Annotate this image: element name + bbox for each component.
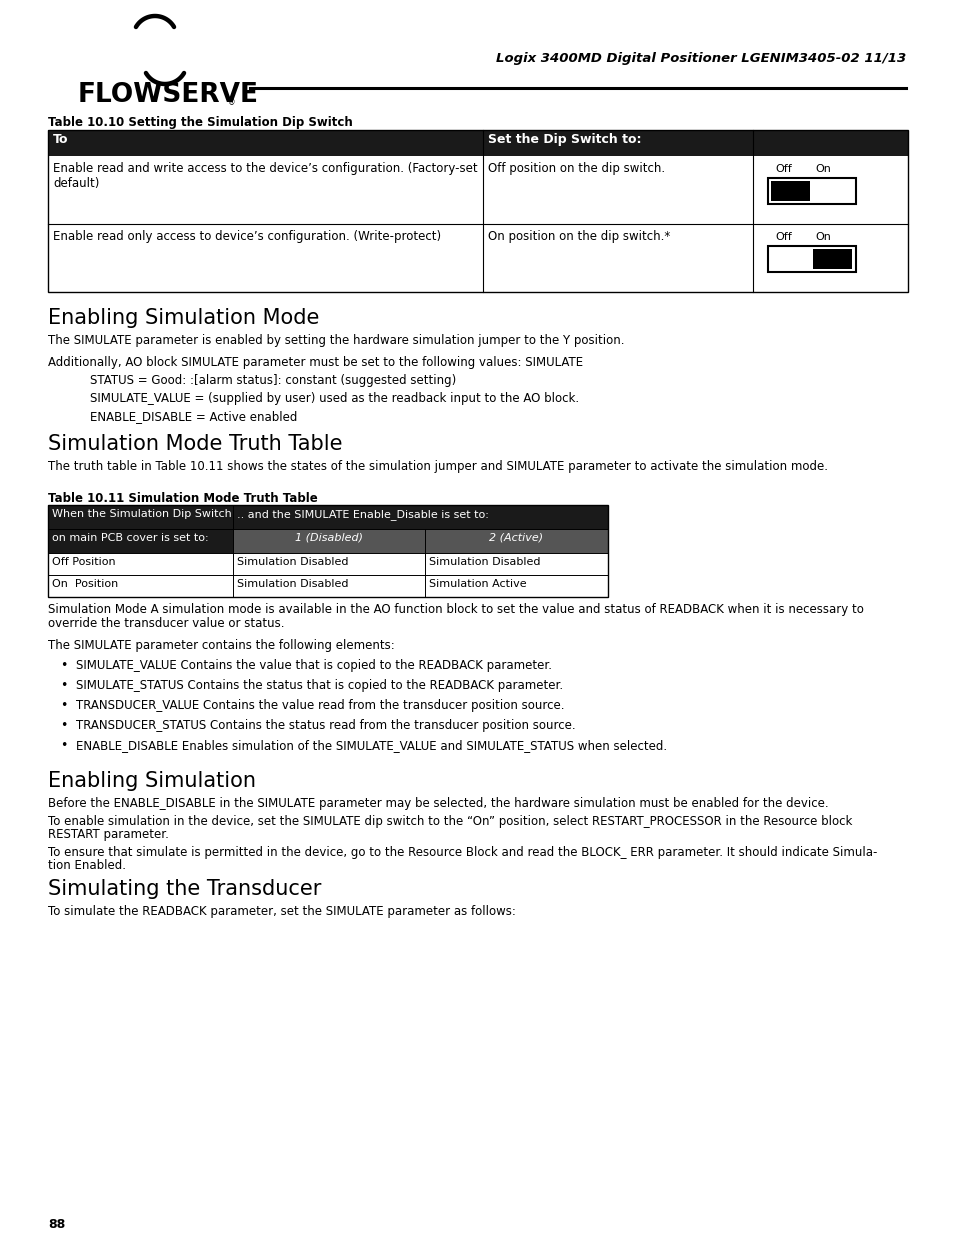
Text: On: On (814, 164, 830, 174)
Text: •: • (60, 679, 68, 692)
Text: SIMULATE_VALUE = (supplied by user) used as the readback input to the AO block.: SIMULATE_VALUE = (supplied by user) used… (90, 391, 578, 405)
Text: On  Position: On Position (52, 579, 118, 589)
Text: TRANSDUCER_VALUE Contains the value read from the transducer position source.: TRANSDUCER_VALUE Contains the value read… (76, 699, 564, 713)
Text: When the Simulation Dip Switch: When the Simulation Dip Switch (52, 509, 232, 519)
Text: .. and the SIMULATE Enable_Disable is set to:: .. and the SIMULATE Enable_Disable is se… (236, 509, 488, 520)
Text: Enabling Simulation Mode: Enabling Simulation Mode (48, 308, 319, 329)
Text: Enable read and write access to the device’s configuration. (Factory-set
default: Enable read and write access to the devi… (53, 162, 477, 190)
Bar (770, 182, 809, 201)
Bar (48, 505, 607, 597)
Text: •: • (60, 659, 68, 672)
Text: Set the Dip Switch to:: Set the Dip Switch to: (488, 133, 640, 146)
Text: Off: Off (774, 164, 791, 174)
Text: Off Position: Off Position (52, 557, 115, 567)
Text: Simulation Active: Simulation Active (429, 579, 526, 589)
Text: RESTART parameter.: RESTART parameter. (48, 827, 169, 841)
Text: ENABLE_DISABLE = Active enabled: ENABLE_DISABLE = Active enabled (90, 410, 297, 424)
Bar (767, 178, 855, 204)
Bar (233, 529, 424, 553)
Text: SIMULATE_STATUS Contains the status that is copied to the READBACK parameter.: SIMULATE_STATUS Contains the status that… (76, 679, 562, 692)
Bar (767, 246, 855, 272)
Text: Simulation Disabled: Simulation Disabled (429, 557, 540, 567)
Text: Logix 3400MD Digital Positioner LGENIM3405-02 11/13: Logix 3400MD Digital Positioner LGENIM34… (496, 52, 905, 65)
Text: •: • (60, 739, 68, 752)
Text: Simulation Disabled: Simulation Disabled (236, 579, 348, 589)
Text: On: On (814, 232, 830, 242)
Text: To enable simulation in the device, set the SIMULATE dip switch to the “On” posi: To enable simulation in the device, set … (48, 815, 851, 827)
Text: The SIMULATE parameter contains the following elements:: The SIMULATE parameter contains the foll… (48, 638, 395, 652)
Text: To ensure that simulate is permitted in the device, go to the Resource Block and: To ensure that simulate is permitted in … (48, 846, 877, 860)
Text: SIMULATE_VALUE Contains the value that is copied to the READBACK parameter.: SIMULATE_VALUE Contains the value that i… (76, 659, 552, 672)
Text: Simulation Mode A simulation mode is available in the AO function block to set t: Simulation Mode A simulation mode is ava… (48, 603, 863, 616)
Text: Enabling Simulation: Enabling Simulation (48, 771, 255, 790)
Bar (48, 130, 907, 291)
Text: tion Enabled.: tion Enabled. (48, 860, 126, 872)
Bar (424, 529, 607, 553)
Text: •: • (60, 719, 68, 732)
Bar (48, 505, 607, 529)
Text: 88: 88 (48, 1218, 65, 1231)
Text: STATUS = Good: :[alarm status]: constant (suggested setting): STATUS = Good: :[alarm status]: constant… (90, 374, 456, 387)
Text: •: • (60, 699, 68, 713)
Text: Before the ENABLE_DISABLE in the SIMULATE parameter may be selected, the hardwar: Before the ENABLE_DISABLE in the SIMULAT… (48, 797, 828, 810)
Text: Simulation Disabled: Simulation Disabled (236, 557, 348, 567)
Text: To: To (53, 133, 69, 146)
Text: override the transducer value or status.: override the transducer value or status. (48, 618, 284, 630)
Text: The truth table in Table 10.11 shows the states of the simulation jumper and SIM: The truth table in Table 10.11 shows the… (48, 459, 827, 473)
Text: Simulating the Transducer: Simulating the Transducer (48, 879, 321, 899)
Text: Enable read only access to device’s configuration. (Write-protect): Enable read only access to device’s conf… (53, 230, 440, 243)
Text: FLOWSERVE: FLOWSERVE (78, 82, 258, 107)
Text: ENABLE_DISABLE Enables simulation of the SIMULATE_VALUE and SIMULATE_STATUS when: ENABLE_DISABLE Enables simulation of the… (76, 739, 666, 752)
Text: Table 10.11 Simulation Mode Truth Table: Table 10.11 Simulation Mode Truth Table (48, 492, 317, 505)
Text: Off: Off (774, 232, 791, 242)
Text: 2 (Active): 2 (Active) (489, 534, 542, 543)
Text: Additionally, AO block SIMULATE parameter must be set to the following values: S: Additionally, AO block SIMULATE paramete… (48, 356, 582, 369)
Bar (48, 529, 233, 553)
Bar (812, 249, 851, 269)
Text: ®: ® (228, 98, 235, 107)
Bar (48, 130, 907, 156)
Text: The SIMULATE parameter is enabled by setting the hardware simulation jumper to t: The SIMULATE parameter is enabled by set… (48, 333, 624, 347)
Text: TRANSDUCER_STATUS Contains the status read from the transducer position source.: TRANSDUCER_STATUS Contains the status re… (76, 719, 575, 732)
Text: 1 (Disabled): 1 (Disabled) (294, 534, 363, 543)
Text: To simulate the READBACK parameter, set the SIMULATE parameter as follows:: To simulate the READBACK parameter, set … (48, 905, 516, 918)
Text: Simulation Mode Truth Table: Simulation Mode Truth Table (48, 433, 342, 454)
Text: On position on the dip switch.*: On position on the dip switch.* (488, 230, 670, 243)
Text: Off position on the dip switch.: Off position on the dip switch. (488, 162, 664, 175)
Text: Table 10.10 Setting the Simulation Dip Switch: Table 10.10 Setting the Simulation Dip S… (48, 116, 353, 128)
Text: on main PCB cover is set to:: on main PCB cover is set to: (52, 534, 209, 543)
